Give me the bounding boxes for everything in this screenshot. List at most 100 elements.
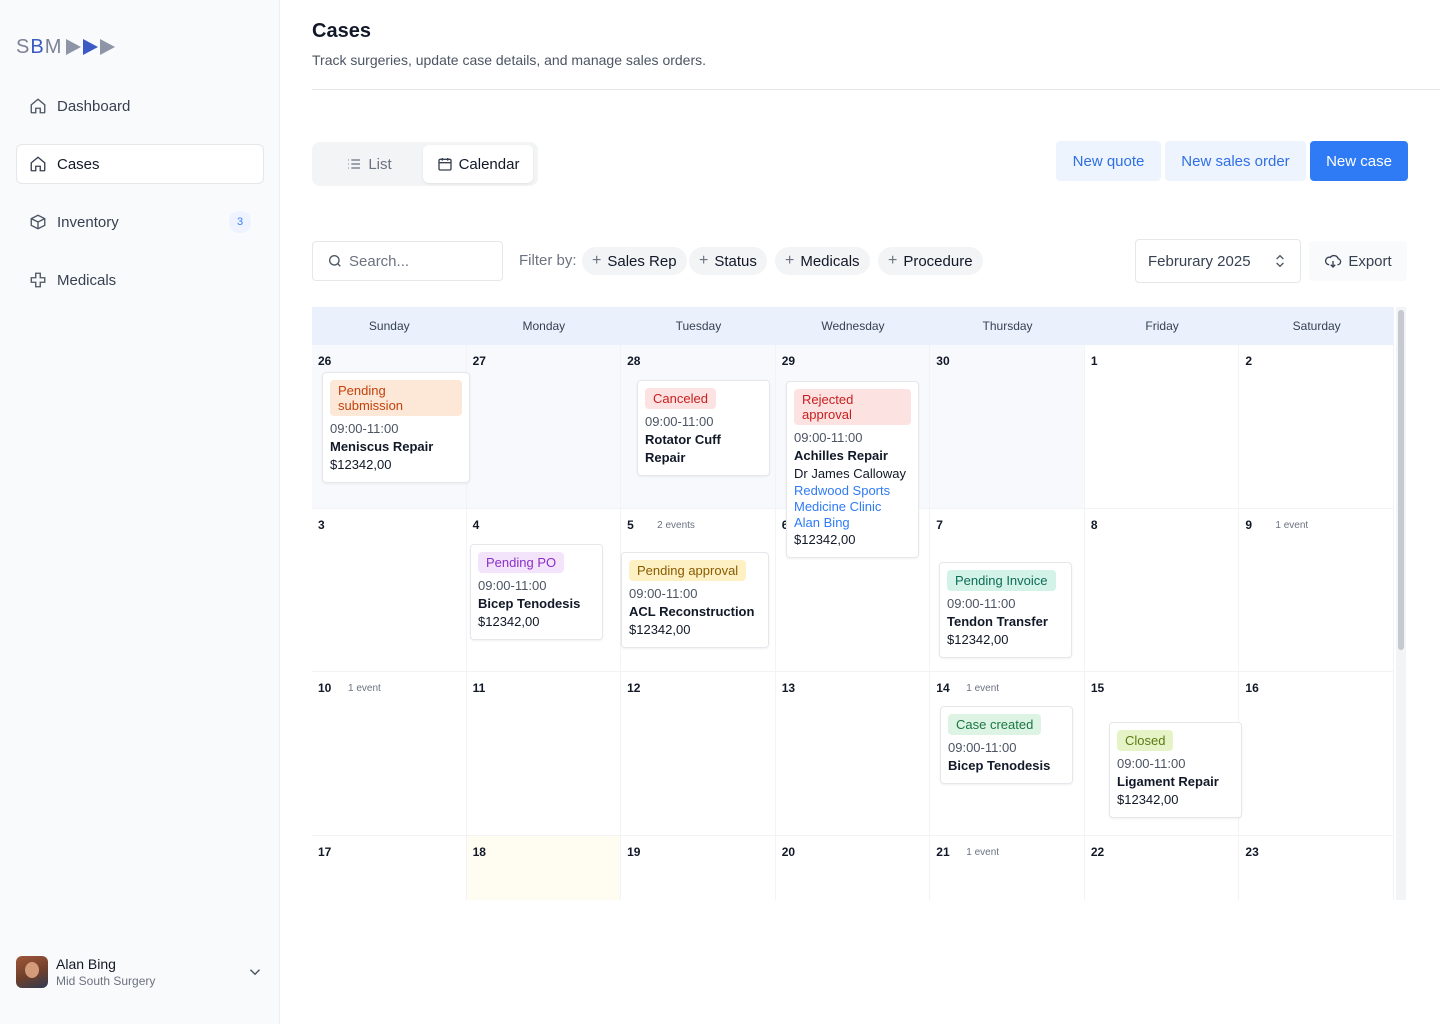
day-number: 8 xyxy=(1090,517,1098,532)
tab-calendar-label: Calendar xyxy=(458,155,520,173)
filter-chip-sales-rep[interactable]: + Sales Rep xyxy=(582,247,687,275)
sidebar-item-inventory[interactable]: Inventory 3 xyxy=(16,202,264,242)
plus-icon: + xyxy=(888,252,898,269)
user-menu[interactable]: Alan Bing Mid South Surgery xyxy=(16,956,264,988)
event-clinic-link[interactable]: Redwood Sports Medicine Clinic xyxy=(794,483,891,514)
calendar-day-cell[interactable]: 21 1 event xyxy=(930,836,1085,900)
calendar-day-cell[interactable]: 3 xyxy=(312,508,467,673)
event-card[interactable]: Pending approval 09:00-11:00 ACL Reconst… xyxy=(621,552,769,648)
plus-icon: + xyxy=(699,252,709,269)
calendar-scrollbar-thumb[interactable] xyxy=(1398,310,1404,650)
sidebar-item-label: Cases xyxy=(57,155,100,173)
day-number: 7 xyxy=(936,517,943,532)
event-card[interactable]: Pending submission 09:00-11:00 Meniscus … xyxy=(322,372,470,483)
calendar-day-cell[interactable]: 2 xyxy=(1239,345,1394,509)
event-card[interactable]: Pending Invoice 09:00-11:00 Tendon Trans… xyxy=(939,562,1072,658)
calendar-icon xyxy=(437,158,452,171)
calendar-day-cell[interactable]: 18 xyxy=(466,836,622,900)
calendar-day-cell[interactable]: 11 xyxy=(466,672,622,837)
status-badge: Canceled xyxy=(645,388,716,409)
day-event-count[interactable]: 1 event xyxy=(966,683,1000,695)
sidebar-item-cases[interactable]: Cases xyxy=(16,144,264,184)
status-badge: Pending PO xyxy=(478,552,565,573)
calendar-day-cell[interactable]: 1 xyxy=(1084,345,1240,509)
filter-chip-medicals[interactable]: + Medicals xyxy=(775,247,870,275)
sidebar-item-dashboard[interactable]: Dashboard xyxy=(16,86,264,126)
event-time: 09:00-11:00 xyxy=(645,414,714,429)
sidebar-item-label: Medicals xyxy=(57,271,117,289)
logo-wordmark: SBM xyxy=(16,35,63,58)
calendar-day-cell[interactable]: 30 xyxy=(930,345,1085,509)
event-card[interactable]: Pending PO 09:00-11:00 Bicep Tenodesis $… xyxy=(470,544,603,640)
calendar-day-cell[interactable]: 13 xyxy=(775,672,931,837)
weekday-wednesday: Wednesday xyxy=(821,319,885,333)
calendar-day-cell[interactable]: 9 1 event xyxy=(1239,508,1394,673)
day-number: 16 xyxy=(1245,681,1259,696)
event-card[interactable]: Closed 09:00-11:00 Ligament Repair $1234… xyxy=(1109,722,1242,818)
day-number: 17 xyxy=(318,845,332,860)
day-number: 12 xyxy=(627,681,641,696)
calendar-day-cell[interactable]: 17 xyxy=(312,836,467,900)
day-number: 26 xyxy=(318,354,332,368)
user-organization: Mid South Surgery xyxy=(56,974,156,988)
calendar-day-cell[interactable]: 27 xyxy=(466,345,622,509)
user-name: Alan Bing xyxy=(56,956,116,972)
event-amount: $12342,00 xyxy=(1117,792,1179,807)
export-button[interactable]: Export xyxy=(1309,241,1407,281)
weekday-sunday: Sunday xyxy=(368,319,410,333)
day-number: 30 xyxy=(936,354,950,368)
event-card[interactable]: Rejected approval 09:00-11:00 Achilles R… xyxy=(786,381,919,558)
event-time: 09:00-11:00 xyxy=(1117,756,1186,771)
event-time: 09:00-11:00 xyxy=(629,586,698,601)
event-card[interactable]: Canceled 09:00-11:00 Rotator Cuff Repair xyxy=(637,380,770,476)
new-quote-button[interactable]: New quote xyxy=(1056,141,1161,181)
event-procedure: Bicep Tenodesis xyxy=(948,758,1051,773)
new-sales-order-button[interactable]: New sales order xyxy=(1165,141,1306,181)
event-card[interactable]: Case created 09:00-11:00 Bicep Tenodesis xyxy=(940,706,1073,784)
calendar-day-cell[interactable]: 10 1 event xyxy=(312,672,467,837)
calendar-day-cell[interactable]: 12 xyxy=(621,672,776,837)
calendar-day-cell[interactable]: 16 xyxy=(1239,672,1394,837)
inventory-count-badge: 3 xyxy=(229,211,251,233)
calendar-day-cell[interactable]: 19 xyxy=(621,836,776,900)
day-event-count[interactable]: 1 event xyxy=(966,847,1000,859)
day-event-count[interactable]: 2 events xyxy=(657,519,695,531)
day-number: 19 xyxy=(627,845,641,860)
event-amount: $12342,00 xyxy=(478,614,540,629)
new-case-button[interactable]: New case xyxy=(1310,141,1408,181)
package-icon xyxy=(29,213,47,231)
event-rep-link[interactable]: Alan Bing xyxy=(794,515,850,530)
calendar-day-cell[interactable]: 20 xyxy=(775,836,931,900)
search-input[interactable]: Search... xyxy=(312,241,503,281)
calendar-day-cell[interactable]: 23 xyxy=(1239,836,1394,900)
filter-label: Filter by: xyxy=(519,252,577,269)
calendar-day-cell[interactable]: 8 xyxy=(1084,508,1240,673)
calendar-day-cell[interactable]: 22 xyxy=(1084,836,1240,900)
day-number: 11 xyxy=(472,681,486,696)
day-number: 6 xyxy=(782,518,789,532)
day-event-count[interactable]: 1 event xyxy=(348,683,381,695)
status-badge: Closed xyxy=(1117,730,1174,751)
event-amount: $12342,00 xyxy=(330,457,392,472)
tab-list-view[interactable]: List xyxy=(315,145,423,183)
day-number: 22 xyxy=(1090,845,1105,860)
day-number: 5 xyxy=(627,517,634,532)
event-procedure: Rotator Cuff Repair xyxy=(645,432,721,465)
event-doctor: Dr James Calloway xyxy=(794,466,906,481)
filter-chip-status[interactable]: + Status xyxy=(689,247,767,275)
tab-calendar-view[interactable]: Calendar xyxy=(423,145,533,183)
day-number: 21 xyxy=(936,845,950,860)
status-badge: Pending submission xyxy=(330,380,462,416)
filter-chip-procedure[interactable]: + Procedure xyxy=(878,247,983,275)
status-badge: Pending approval xyxy=(629,560,747,581)
day-event-count[interactable]: 1 event xyxy=(1275,519,1309,531)
day-number: 15 xyxy=(1090,681,1105,696)
chevron-down-icon[interactable] xyxy=(246,963,264,981)
event-time: 09:00-11:00 xyxy=(794,430,863,445)
sidebar-item-medicals[interactable]: Medicals xyxy=(16,260,264,300)
day-number: 1 xyxy=(1090,354,1098,368)
weekday-friday: Friday xyxy=(1145,319,1179,333)
month-selector[interactable]: Februrary 2025 xyxy=(1135,239,1301,283)
brand-logo[interactable]: SBM xyxy=(16,34,116,60)
day-number: 28 xyxy=(627,354,641,368)
